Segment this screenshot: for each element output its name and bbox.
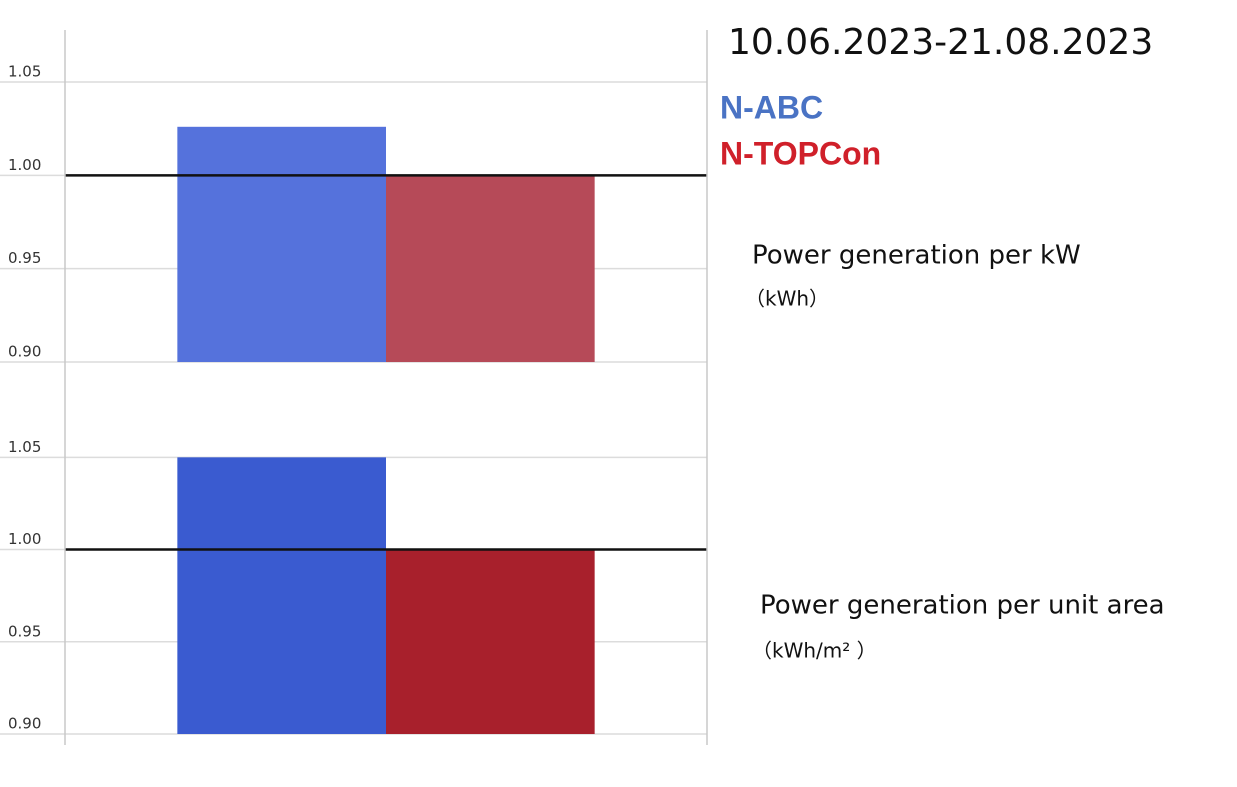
y-tick-label: 1.00 <box>8 530 41 548</box>
legend-entry: N-TOPCon <box>720 135 881 171</box>
plot-layer: 0.90 0.95 1.00 1.05 0.90 0.95 1.00 1.05 <box>0 63 707 735</box>
y-tick-label: 0.90 <box>8 715 41 733</box>
bar <box>386 549 595 734</box>
y-tick-label: 1.05 <box>8 63 41 81</box>
title: 10.06.2023-21.08.2023 <box>728 22 1153 63</box>
y-tick-label: 0.90 <box>8 343 41 361</box>
unit-label: （kWh/m² ） <box>752 639 877 663</box>
bar <box>177 126 386 362</box>
legend-entry: N-ABC <box>720 89 823 125</box>
annotation: Power generation per kW <box>752 241 1081 271</box>
bar <box>386 175 595 362</box>
unit-label: （kWh） <box>745 287 829 311</box>
y-tick-label: 1.00 <box>8 156 41 174</box>
annotation: Power generation per unit area <box>760 591 1165 621</box>
y-tick-label: 0.95 <box>8 622 41 640</box>
bar <box>177 457 386 734</box>
y-tick-label: 0.95 <box>8 249 41 267</box>
y-tick-label: 1.05 <box>8 438 41 456</box>
